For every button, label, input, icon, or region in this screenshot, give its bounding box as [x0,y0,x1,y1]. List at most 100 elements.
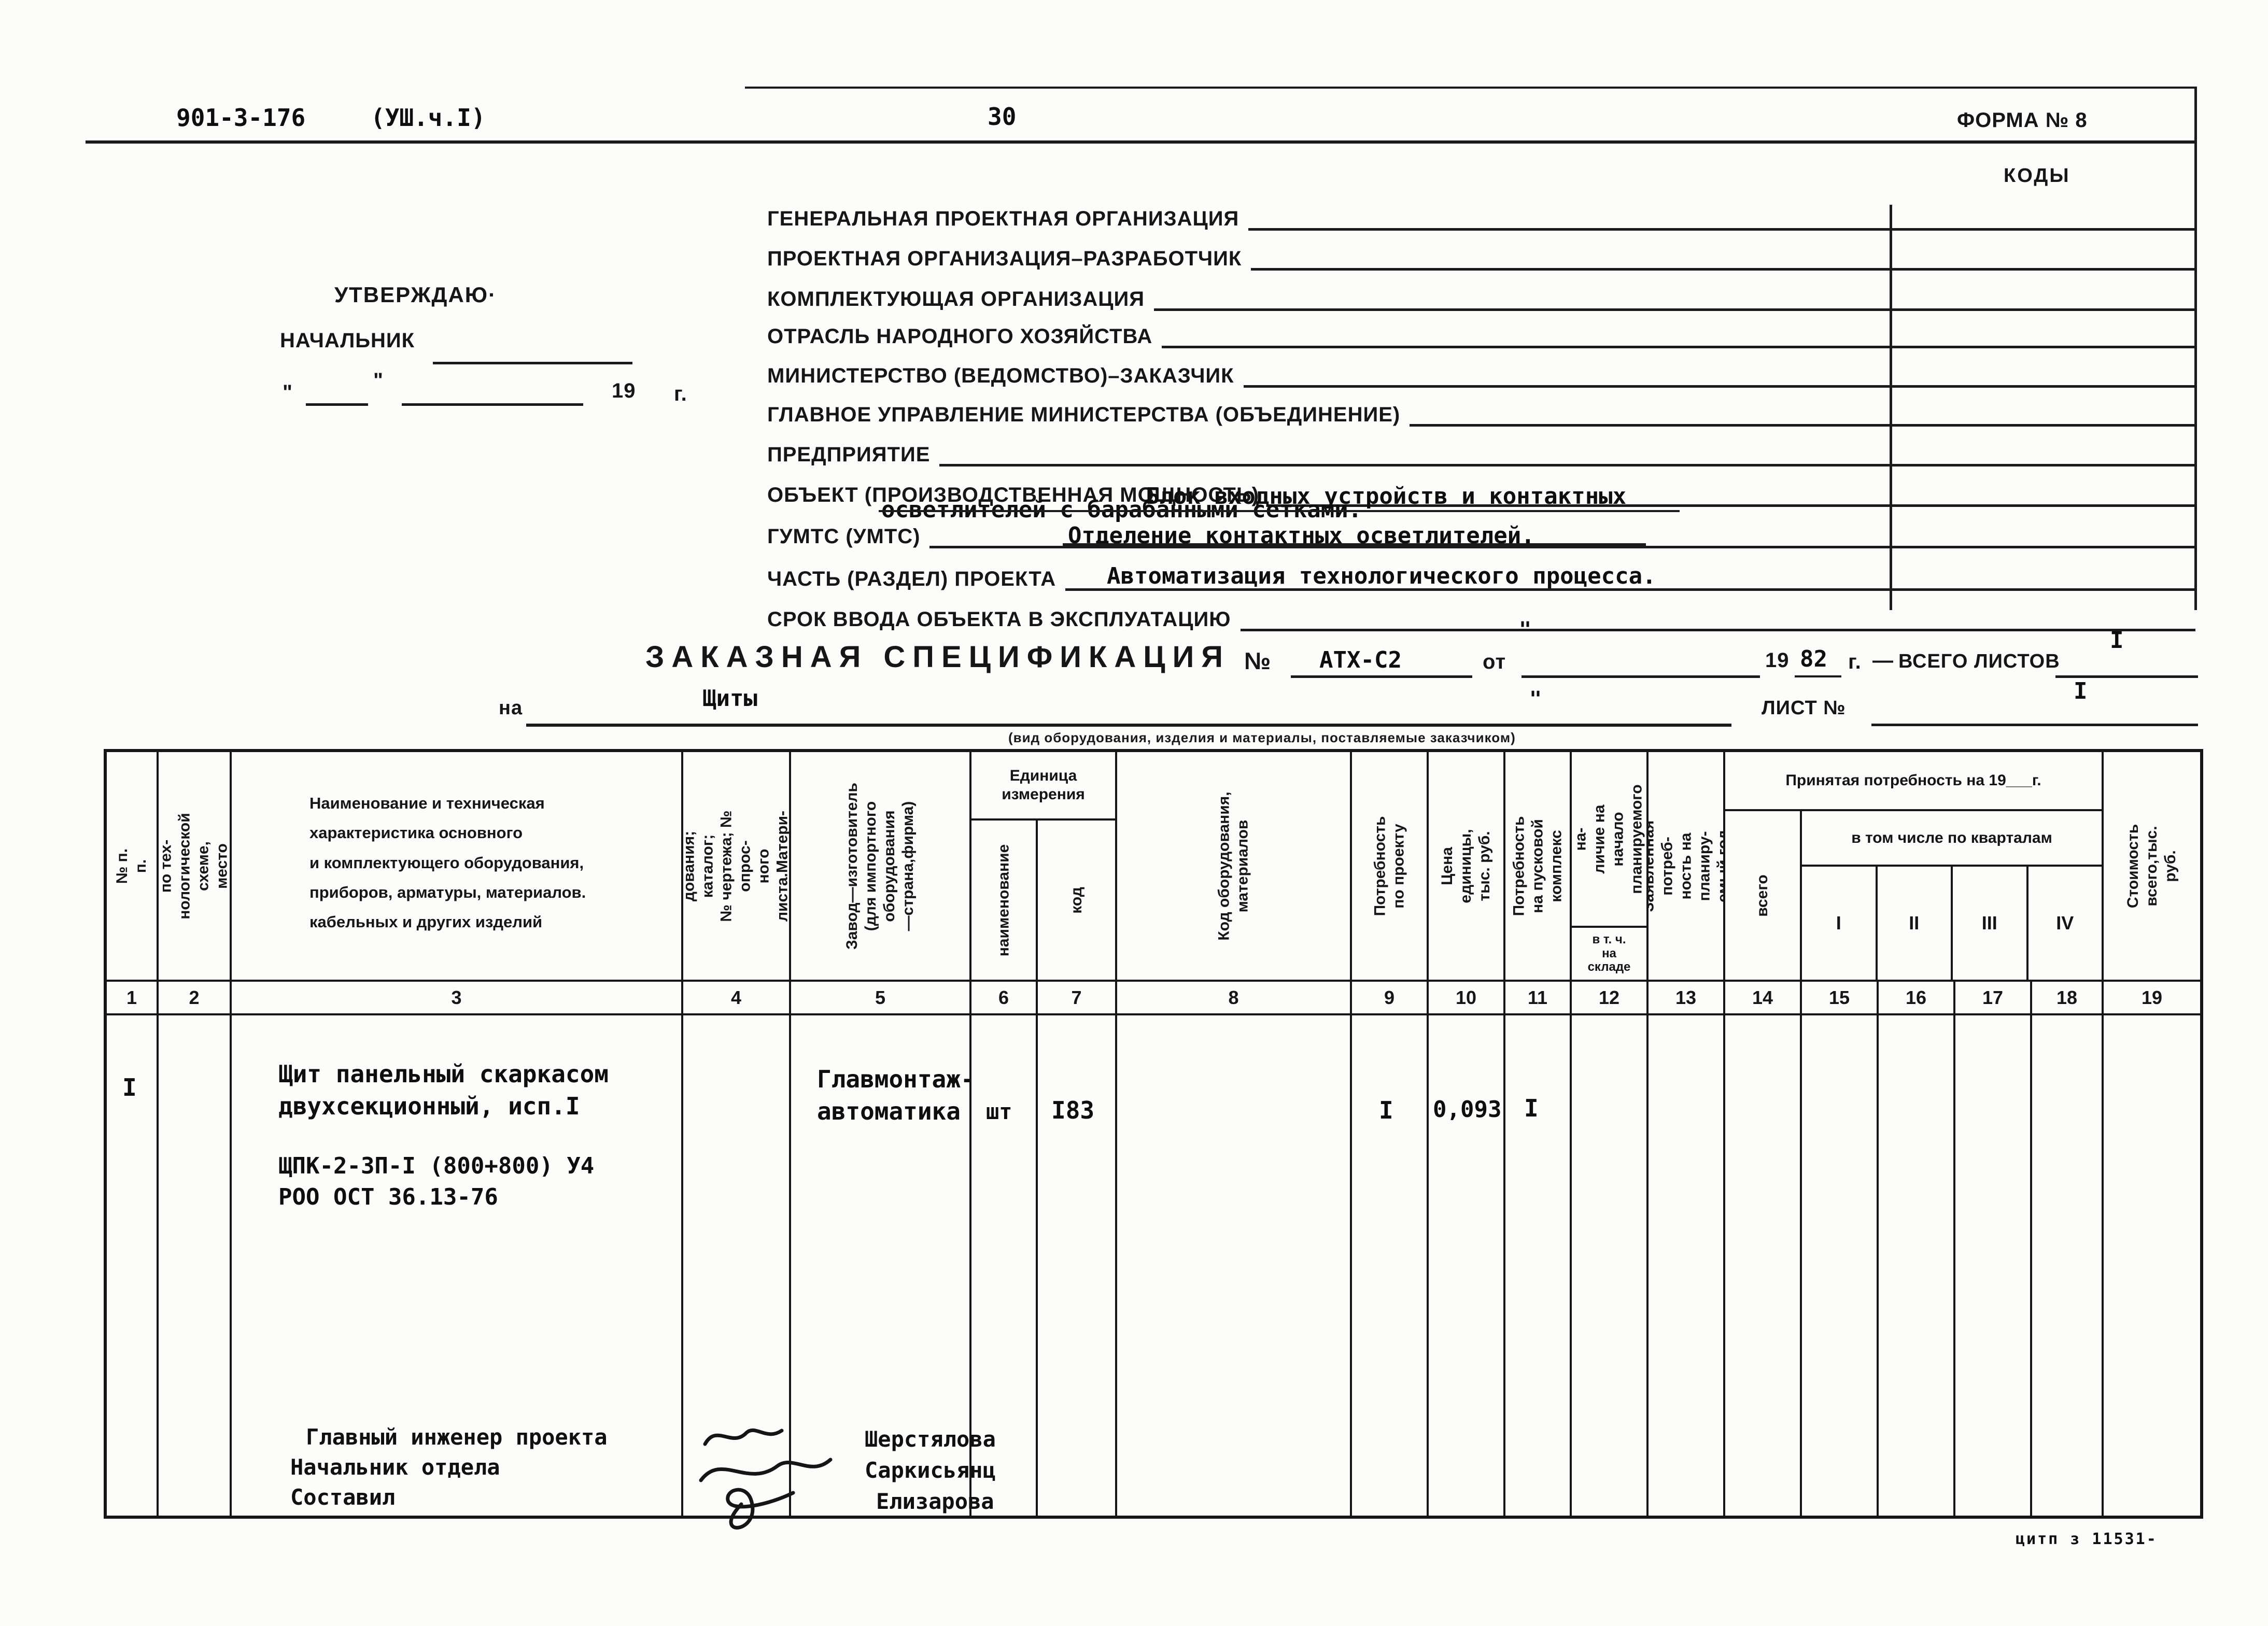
col-header-14: всего [1725,811,1802,980]
col-num-1: 1 [107,982,159,1015]
col-header-12: Ожидаемое на- личие на начало планируемо… [1572,752,1649,982]
col-header-2: № позиции по тех- нологической схеме, ме… [159,752,232,982]
row-cell-type [683,1015,791,1516]
signature-name-elizarova: Елизарова [876,1489,994,1514]
spec-quote-bottom: " [1529,687,1542,711]
col-num-15: 15 [1802,982,1879,1015]
spec-no-label: № [1244,647,1272,674]
col-header-17: III [1953,867,2028,980]
subject-on-label: на [499,697,523,719]
row-cell-name: Щит панельный скаркасом двухсекционный, … [232,1015,683,1516]
col-num-13: 13 [1649,982,1725,1015]
org-field-main-department: ГЛАВНОЕ УПРАВЛЕНИЕ МИНИСТЕРСТВА (ОБЪЕДИН… [767,400,2195,427]
spec-year-suffix: г. [1848,651,1862,673]
form-number-label: ФОРМА № 8 [1957,109,2088,132]
col-num-14: 14 [1725,982,1802,1015]
col-header-4: Тип и марка обору- дования; каталог; № ч… [683,752,791,982]
col-num-4: 4 [683,982,791,1015]
subject-value: Щиты [702,685,757,712]
row-cell-scheme-pos [159,1015,232,1516]
col-num-2: 2 [159,982,232,1015]
org-field-ministry: МИНИСТЕРСТВО (ВЕДОМСТВО)–ЗАКАЗЧИК [767,361,2195,388]
col-header-8: Код оборудования, материалов [1117,752,1352,982]
object-value-line1: Блок входных устройств и контактных [1146,483,1627,510]
col-header-10: Цена единицы, тыс. руб. [1429,752,1505,982]
codes-column-left-line [1890,205,1892,610]
col-num-11: 11 [1505,982,1572,1015]
col-num-9: 9 [1352,982,1429,1015]
spec-title: ЗАКАЗНАЯ СПЕЦИФИКАЦИЯ [645,640,1230,674]
total-sheets-value: I [2110,627,2124,654]
row-cell-need-project: I [1352,1015,1429,1516]
document-part: (УШ.ч.I) [371,104,486,132]
date-close-quote: " [373,369,384,392]
row-cell-pos: I [107,1015,159,1516]
col-header-15: I [1802,867,1878,980]
col-header-13: Заявленная потреб- ность на планиру- емы… [1649,752,1725,982]
page-number: 30 [988,103,1017,131]
col-header-11: Потребность на пусковой комплекс [1505,752,1572,982]
col-num-8: 8 [1117,982,1352,1015]
org-field-enterprise: ПРЕДПРИЯТИЕ [767,440,2195,466]
col-num-19: 19 [2104,982,2200,1015]
col-num-7: 7 [1038,982,1117,1015]
org-field-developer: ПРОЕКТНАЯ ОРГАНИЗАЦИЯ–РАЗРАБОТЧИК [767,244,2195,271]
date-open-quote: " [283,381,293,404]
row-cell-q1 [1802,1015,1879,1516]
col-header-6: наименование [971,821,1038,980]
spec-year-prefix: 19 [1765,649,1790,672]
col-header-unit-group: Единица измерения наименование код [971,752,1117,982]
project-part-value: Автоматизация технологического процесса. [1107,563,1656,589]
org-field-completing: КОМПЛЕКТУЮЩАЯ ОРГАНИЗАЦИЯ [767,284,2195,311]
sheet-no-label: ЛИСТ № [1762,697,1846,719]
org-field-industry: ОТРАСЛЬ НАРОДНОГО ХОЗЯЙСТВА [767,321,2195,348]
row-cell-unit-price: 0,093 [1429,1015,1505,1516]
signature-label-compiled-by: Составил [290,1484,396,1510]
col-header-9: Потребность по проекту [1352,752,1429,982]
col-num-5: 5 [791,982,971,1015]
row-cell-unit-code: I83 [1038,1015,1117,1516]
org-field-commissioning-date: СРОК ВВОДА ОБЪЕКТА В ЭКСПЛУАТАЦИЮ [767,604,2195,631]
col-num-6: 6 [971,982,1038,1015]
spec-year-line [1795,675,1841,677]
col-num-3: 3 [232,982,683,1015]
col-header-18: IV [2056,912,2074,934]
row-cell-declared [1649,1015,1725,1516]
col-num-18: 18 [2032,982,2104,1015]
row-cell-q4 [2032,1015,2104,1516]
row-cell-q3 [1955,1015,2032,1516]
row-cell-cost [2104,1015,2200,1516]
row-cell-total [1725,1015,1802,1516]
col-num-10: 10 [1429,982,1505,1015]
subject-caption: (вид оборудования, изделия и материалы, … [1008,730,1516,745]
spec-year-value: 82 [1800,646,1827,672]
codes-label: КОДЫ [2004,165,2070,187]
org-field-project-part: ЧАСТЬ (РАЗДЕЛ) ПРОЕКТА [767,564,2195,591]
object-value-strike [879,510,1680,512]
org-field-gumts: ГУМТС (УМТС) [767,521,2195,548]
spec-quote-top: " [1519,618,1532,642]
signature-label-dept-head: Начальник отдела [290,1454,500,1480]
gumts-value-strike [1063,543,1646,546]
spec-no-line [1291,675,1472,678]
total-sheets-label: ВСЕГО ЛИСТОВ [1898,651,2060,672]
org-field-general-design: ГЕНЕРАЛЬНАЯ ПРОЕКТНАЯ ОРГАНИЗАЦИЯ [767,204,2195,231]
date-day-line [306,403,368,406]
row-cell-manufacturer: Главмонтаж- автоматика [791,1015,971,1516]
row-cell-equip-code [1117,1015,1352,1516]
top-short-rule [745,87,2196,89]
specification-table: № п. п. № позиции по тех- нологической с… [104,749,2203,1519]
row-cell-need-complex: I [1505,1015,1572,1516]
col-header-7: код [1067,886,1085,914]
signature-name-sherstyalova: Шерстялова [865,1426,996,1452]
approve-label: УТВЕРЖДАЮ· [334,282,497,307]
col-header-12-sub: в т. ч. на складе [1572,926,1646,980]
signature-label-chief-engineer: Главный инженер проекта [306,1424,608,1450]
col-header-5: Завод—изготовитель (для импортного обору… [791,752,971,982]
signature-name-sarkisyants: Саркисьянц [865,1458,996,1483]
col-num-16: 16 [1879,982,1955,1015]
row-cell-q2 [1879,1015,1955,1516]
col-num-17: 17 [1955,982,2032,1015]
handwritten-signatures [699,1428,833,1530]
